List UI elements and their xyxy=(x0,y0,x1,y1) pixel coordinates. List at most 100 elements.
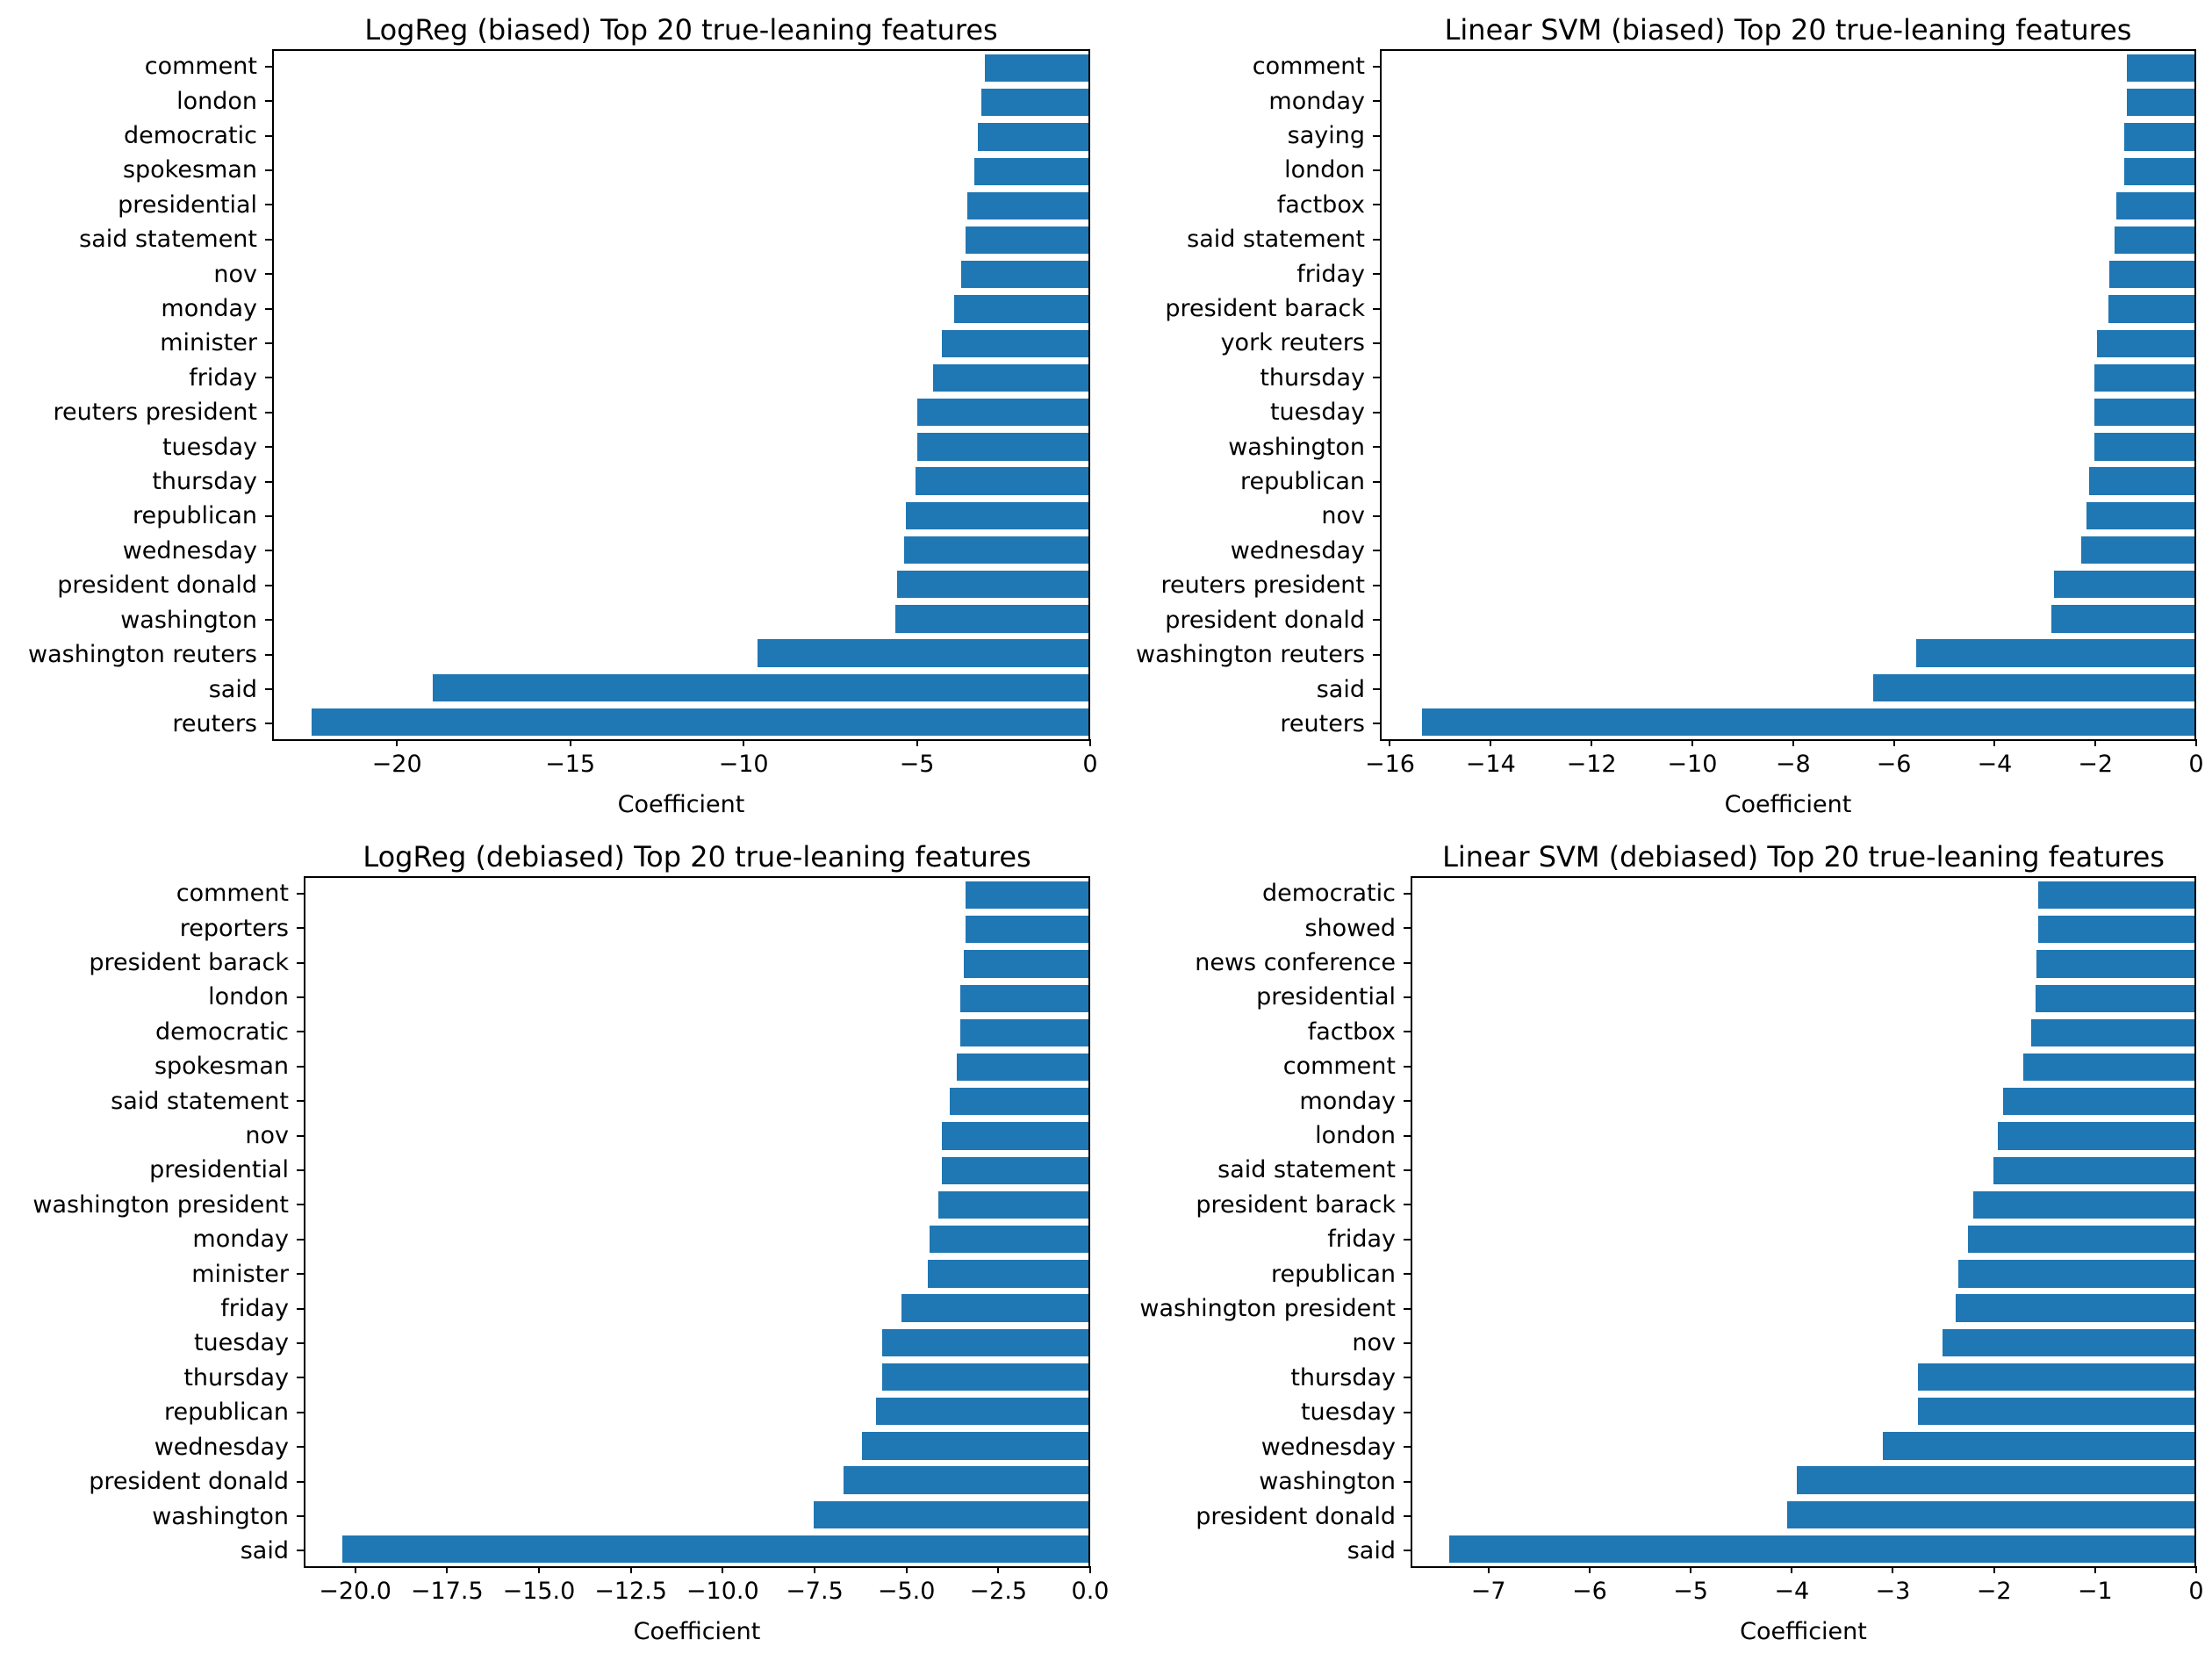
bar xyxy=(974,157,1088,185)
bar-row xyxy=(274,257,1088,291)
bar-row xyxy=(1412,1118,2194,1153)
bar xyxy=(917,398,1088,427)
bar xyxy=(881,1363,1088,1392)
bar xyxy=(1968,1225,2194,1254)
y-tick-row: president donald xyxy=(0,568,272,602)
y-tick-label: thursday xyxy=(1260,363,1365,392)
y-tick-label: showed xyxy=(1304,914,1396,942)
bar xyxy=(941,329,1088,357)
y-tick-label: monday xyxy=(1268,87,1365,115)
y-tick-mark xyxy=(265,584,272,586)
y-tick-row: spokesman xyxy=(0,1049,304,1083)
bar-row xyxy=(1382,429,2194,464)
bar xyxy=(949,1088,1088,1116)
y-tick-row: thursday xyxy=(1106,1361,1411,1395)
x-tick-mark xyxy=(1691,739,1693,746)
y-tick-mark xyxy=(1373,411,1380,414)
y-tick-mark xyxy=(1373,204,1380,206)
bar-row xyxy=(274,189,1088,223)
x-tick-mark xyxy=(1490,739,1492,746)
bar xyxy=(2094,433,2194,461)
y-tick-label: thursday xyxy=(183,1363,289,1392)
x-tick-mark xyxy=(1791,1566,1793,1573)
y-tick-row: nov xyxy=(1106,499,1380,533)
y-tick-row: president barack xyxy=(1106,291,1380,326)
y-tick-mark xyxy=(1373,100,1380,103)
y-tick-row: said xyxy=(0,1534,304,1568)
plot-area: −20 −15 −10 −5 0 xyxy=(272,49,1098,778)
bar-row xyxy=(1412,1188,2194,1222)
bar-row xyxy=(305,1291,1088,1325)
bar xyxy=(2053,570,2194,599)
x-tick-label: −20.0 xyxy=(319,1578,391,1605)
x-tick-label: −7 xyxy=(1470,1578,1506,1605)
bar-row xyxy=(1382,257,2194,291)
y-tick-row: thursday xyxy=(0,1361,304,1395)
y-tick-row: minister xyxy=(0,326,272,360)
y-tick-label: washington xyxy=(1259,1468,1396,1496)
y-tick-mark xyxy=(1404,1341,1411,1344)
bar xyxy=(938,1190,1088,1219)
y-tick-label: london xyxy=(1284,156,1365,184)
y-tick-row: washington xyxy=(1106,429,1380,464)
y-tick-label: said statement xyxy=(79,226,257,254)
y-tick-row: presidential xyxy=(1106,980,1411,1014)
y-tick-label: president barack xyxy=(1196,1190,1396,1219)
y-tick-mark xyxy=(1373,307,1380,310)
y-tick-row: factbox xyxy=(1106,1015,1411,1049)
x-tick-label: −5 xyxy=(899,751,935,778)
x-tick-label: −14 xyxy=(1465,751,1516,778)
y-tick-mark xyxy=(297,927,304,930)
y-tick-mark xyxy=(265,377,272,379)
x-tick-label: −10 xyxy=(1667,751,1718,778)
y-tick-label: washington president xyxy=(32,1190,289,1219)
y-tick-mark xyxy=(1373,273,1380,276)
y-tick-row: wednesday xyxy=(1106,1430,1411,1464)
bar xyxy=(981,89,1088,117)
y-tick-label: factbox xyxy=(1307,1018,1396,1046)
bar xyxy=(966,881,1088,910)
bar xyxy=(967,191,1088,220)
bar-row xyxy=(305,1222,1088,1256)
plot-area: −16 −14 −12 −10 −8 −6 −4 −2 0 xyxy=(1365,49,2204,778)
y-tick-label: president donald xyxy=(89,1468,289,1496)
y-tick-label: london xyxy=(208,983,289,1011)
bar xyxy=(905,501,1088,529)
bar-row xyxy=(274,499,1088,533)
y-tick-row: republican xyxy=(0,499,272,533)
y-tick-mark xyxy=(1404,1100,1411,1103)
y-tick-row: london xyxy=(1106,1118,1411,1153)
bar xyxy=(2038,916,2194,944)
bar-row xyxy=(305,1326,1088,1360)
y-tick-row: washington president xyxy=(0,1188,304,1222)
bars-container xyxy=(305,878,1088,1566)
x-axis-title: Coefficient xyxy=(1724,791,1852,818)
bar xyxy=(916,467,1088,495)
y-tick-row: said xyxy=(1106,672,1380,706)
bar xyxy=(1998,1122,2194,1150)
x-tick-mark xyxy=(1993,1566,1995,1573)
y-tick-row: thursday xyxy=(1106,361,1380,395)
y-tick-label: said statement xyxy=(1187,226,1365,254)
y-tick-label: democratic xyxy=(1262,880,1396,908)
bar xyxy=(960,261,1088,289)
x-tick-mark xyxy=(743,739,745,746)
y-tick-label: republican xyxy=(1270,1260,1396,1288)
y-tick-mark xyxy=(1373,688,1380,691)
y-tick-mark xyxy=(297,1411,304,1413)
y-tick-mark xyxy=(265,169,272,171)
x-tick-mark xyxy=(997,1566,1000,1573)
y-tick-label: minister xyxy=(160,329,257,357)
bar xyxy=(894,605,1088,633)
x-tick-mark xyxy=(722,1566,724,1573)
bar-row xyxy=(1412,1428,2194,1463)
bar xyxy=(2094,363,2194,392)
x-tick-mark xyxy=(1487,1566,1490,1573)
y-tick-mark xyxy=(1373,65,1380,68)
bar xyxy=(2023,1053,2194,1082)
bar xyxy=(929,1225,1088,1254)
y-tick-label: president barack xyxy=(1165,295,1365,323)
y-tick-label: spokesman xyxy=(154,1053,289,1081)
x-tick-label: −12 xyxy=(1566,751,1617,778)
bar xyxy=(1972,1190,2194,1219)
